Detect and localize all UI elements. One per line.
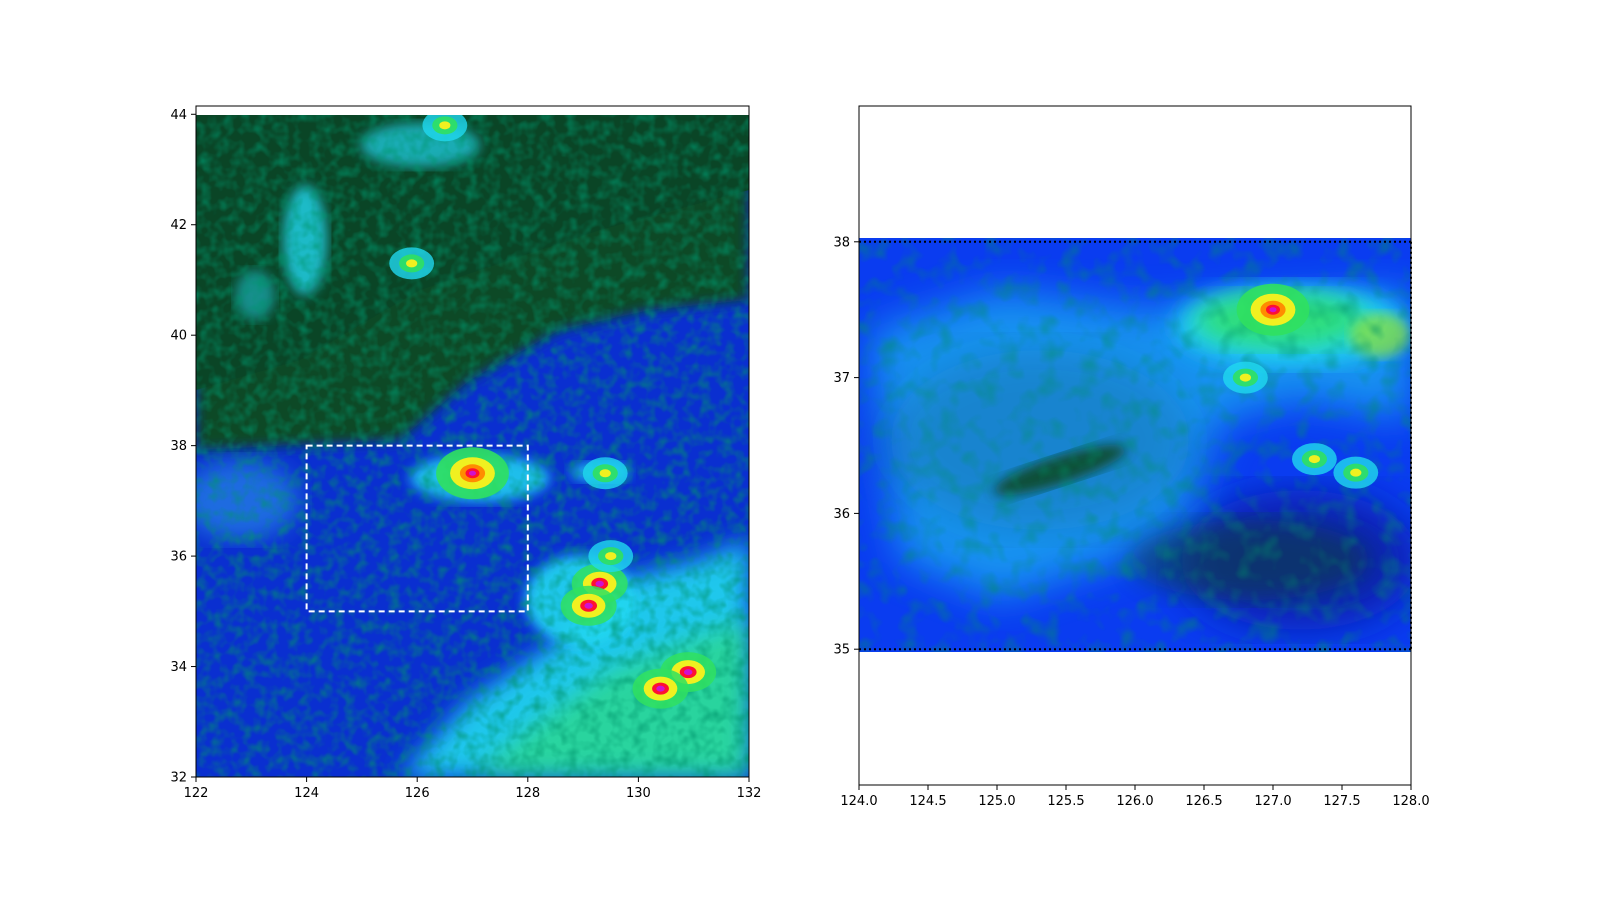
right-y-tick-label: 36 (833, 507, 850, 522)
left-hotspot (632, 668, 689, 709)
left-hotspot (422, 115, 468, 142)
right-x-tick-label: 126.0 (1116, 794, 1153, 809)
left-y-tick-label: 40 (170, 329, 187, 344)
left-x-tick-label: 124 (294, 786, 319, 801)
right-x-tick-label: 125.5 (1047, 794, 1084, 809)
right-x-axis: 124.0 124.5 125.0 125.5 126.0 126.5 127.0 127.5… (840, 785, 1430, 809)
left-x-axis: 122 124 126 128 130 132 (184, 777, 762, 801)
left-map-panel: 122 124 126 128 130 132 32 34 36 38 40 42 44 (170, 105, 762, 801)
right-y-tick-label: 38 (833, 235, 850, 250)
right-x-tick-label: 127.5 (1323, 794, 1360, 809)
left-y-tick-label: 38 (170, 439, 187, 454)
right-x-tick-label: 127.0 (1254, 794, 1291, 809)
left-hotspot-layer (389, 115, 717, 709)
left-hotspot (436, 447, 509, 500)
subset-box-outline (305, 444, 529, 613)
left-x-tick-label: 122 (184, 786, 209, 801)
right-x-tick-label: 125.0 (978, 794, 1015, 809)
left-x-tick-label: 130 (626, 786, 651, 801)
left-x-tick-label: 128 (515, 786, 540, 801)
left-y-tick-label: 32 (170, 771, 187, 786)
right-y-tick-label: 37 (833, 371, 850, 386)
left-axes-frame (195, 105, 750, 778)
left-y-tick-label: 36 (170, 550, 187, 565)
right-hotspot (1292, 443, 1337, 476)
right-hotspot (1236, 283, 1310, 336)
right-zoom-panel: 124.0 124.5 125.0 125.5 126.0 126.5 127.0 127.5… (833, 105, 1430, 809)
left-heatmap-field (196, 115, 749, 777)
right-y-axis: 35 36 37 38 (833, 235, 859, 658)
right-x-tick-label: 124.5 (909, 794, 946, 809)
left-y-axis: 32 34 36 38 40 42 44 (170, 108, 196, 786)
right-hotspot (1223, 361, 1268, 394)
left-y-tick-label: 44 (170, 108, 187, 123)
left-y-tick-label: 42 (170, 218, 187, 233)
left-x-tick-label: 132 (737, 786, 762, 801)
right-hotspot (1333, 456, 1379, 489)
extent-lines (859, 240, 1412, 651)
left-hotspot (560, 585, 617, 626)
subset-box (305, 444, 529, 613)
left-y-tick-label: 34 (170, 660, 187, 675)
right-x-tick-label: 124.0 (840, 794, 877, 809)
right-heatmap-field (859, 238, 1411, 652)
right-y-tick-label: 35 (833, 643, 850, 658)
right-hotspot-layer (1223, 283, 1379, 489)
right-x-tick-label: 126.5 (1185, 794, 1222, 809)
left-hotspot (389, 247, 435, 280)
left-hotspot (588, 540, 634, 573)
left-hotspot (582, 457, 628, 490)
right-x-tick-label: 128.0 (1392, 794, 1429, 809)
left-x-tick-label: 126 (405, 786, 430, 801)
